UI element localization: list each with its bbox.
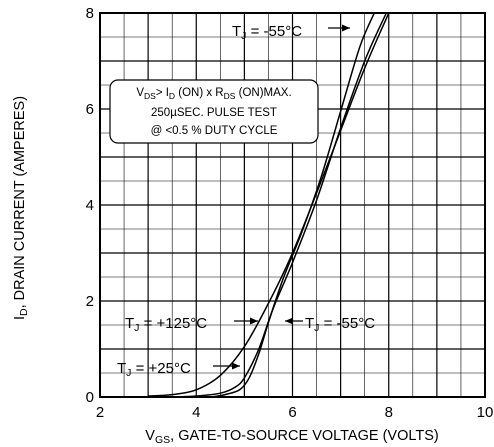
curves [148, 12, 390, 398]
y-tick-label: 0 [86, 389, 94, 406]
grid-lines [100, 13, 485, 397]
x-axis-label: VGS, GATE-TO-SOURCE VOLTAGE (VOLTS) [145, 428, 438, 446]
test-conditions-note: VDS> ID (ON) x RDS (ON)MAX. 250µSEC. PULS… [109, 79, 319, 144]
arrowhead-icon [250, 317, 258, 325]
annotation-label: TJ = -55°C [305, 315, 375, 334]
x-tick-label: 10 [477, 404, 494, 421]
annotation-label: TJ = +25°C [117, 360, 191, 379]
annotation: TJ = -55°C [232, 23, 350, 42]
x-tick-label: 2 [96, 404, 104, 421]
x-tick-label: 8 [385, 404, 393, 421]
annotation-label: TJ = -55°C [232, 23, 302, 42]
note-line: VDS> ID (ON) x RDS (ON)MAX. [136, 87, 291, 101]
x-tick-label: 6 [288, 404, 296, 421]
y-tick-label: 6 [86, 101, 94, 118]
note-line: 250µSEC. PULSE TEST [151, 107, 277, 119]
annotation: TJ = +25°C [117, 360, 240, 379]
arrowhead-icon [342, 24, 350, 32]
annotations: TJ = -55°C TJ = +125°C TJ = -55°C TJ = +25°… [117, 23, 375, 379]
annotation-label: TJ = +125°C [125, 315, 207, 334]
annotation: TJ = -55°C [285, 315, 375, 334]
note-line: @ <0.5 % DUTY CYCLE [151, 125, 278, 137]
y-tick-label: 8 [86, 5, 94, 22]
y-axis-label: ID, DRAIN CURRENT (AMPERES) [12, 96, 30, 320]
arrowhead-icon [232, 362, 240, 370]
y-tick-label: 4 [86, 197, 94, 214]
note-box [109, 79, 319, 144]
plot-frame [99, 12, 486, 398]
arrowhead-icon [285, 317, 293, 325]
y-tick-label: 2 [86, 293, 94, 310]
annotation: TJ = +125°C [125, 315, 258, 334]
series-line [148, 12, 390, 397]
x-tick-label: 4 [192, 404, 200, 421]
series-line [210, 12, 375, 398]
